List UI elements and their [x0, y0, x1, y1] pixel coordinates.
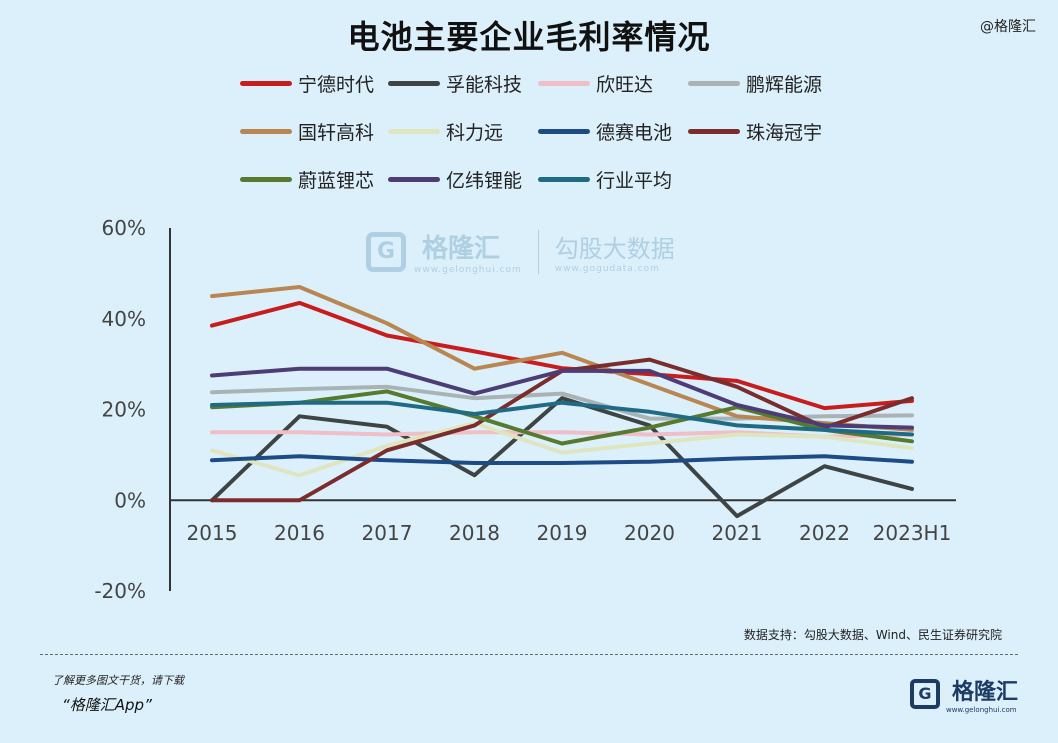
- data-source: 数据支持：勾股大数据、Wind、民生证券研究院: [743, 628, 1002, 642]
- legend-item: 宁德时代: [240, 70, 374, 97]
- series-line: [210, 400, 914, 437]
- footer-divider: [40, 654, 1018, 655]
- legend-label: 德赛电池: [596, 122, 673, 144]
- footer-download-hint: 了解更多图文干货，请下载: [52, 674, 184, 687]
- series-line: [210, 366, 914, 430]
- x-tick-label: 2023H1: [873, 521, 952, 545]
- watermark-divider: [537, 229, 539, 274]
- legend-label: 科力远: [446, 122, 504, 144]
- legend-swatch: [538, 129, 590, 134]
- legend-label: 宁德时代: [298, 74, 375, 96]
- y-tick-label: 0%: [114, 488, 146, 512]
- legend-swatch: [538, 81, 590, 86]
- legend-item: 亿纬锂能: [388, 166, 522, 193]
- series-line: [210, 389, 914, 446]
- legend-label: 珠海冠宇: [746, 122, 823, 144]
- watermark-brand2: 勾股大数据: [554, 235, 675, 263]
- x-tick-label: 2015: [187, 521, 238, 545]
- x-tick-label: 2022: [799, 521, 850, 545]
- x-tick-label: 2021: [712, 521, 763, 545]
- footer-logo-url: www.gelonghui.com: [945, 706, 1017, 714]
- top-watermark: @格隆汇: [980, 19, 1036, 35]
- legend-swatch: [688, 81, 740, 86]
- watermark-logo-icon: G: [366, 231, 406, 272]
- y-tick-label: 60%: [102, 216, 146, 240]
- x-tick-label: 2017: [362, 521, 413, 545]
- series-line: [210, 300, 914, 411]
- y-tick-label: 40%: [102, 307, 146, 331]
- legend-swatch: [538, 177, 590, 182]
- legend-item: 孚能科技: [388, 70, 522, 97]
- legend-item: 鹏辉能源: [688, 70, 822, 97]
- x-tick-label: 2016: [274, 521, 325, 545]
- series-line: [210, 454, 914, 465]
- y-tick-label: 20%: [102, 398, 146, 422]
- chart-title: 电池主要企业毛利率情况: [347, 18, 711, 56]
- legend-label: 孚能科技: [446, 74, 523, 96]
- footer-logo: G 格隆汇 www.gelonghui.com: [909, 674, 1018, 714]
- watermark-brand1: 格隆汇: [422, 234, 501, 264]
- series-line: [210, 396, 914, 519]
- legend-label: 行业平均: [596, 170, 673, 192]
- legend-item: 欣旺达: [538, 70, 653, 97]
- footer-logo-text: 格隆汇: [951, 680, 1018, 705]
- legend-label: 亿纬锂能: [446, 170, 523, 192]
- series-line: [210, 421, 914, 478]
- legend-swatch: [388, 129, 440, 134]
- watermark-brand1-url: www.gelonghui.com: [414, 265, 522, 275]
- watermark: G 格隆汇 www.gelonghui.com 勾股大数据 www.goguda…: [366, 228, 675, 275]
- watermark-brand2-url: www.gogudata.com: [554, 264, 660, 274]
- legend-item: 珠海冠宇: [688, 118, 822, 145]
- x-tick-label: 2019: [537, 521, 588, 545]
- legend-swatch: [240, 81, 292, 86]
- legend-swatch: [240, 177, 292, 182]
- x-tick-label: 2020: [624, 521, 675, 545]
- x-tick-label: 2018: [449, 521, 500, 545]
- legend-swatch: [388, 177, 440, 182]
- legend-swatch: [240, 129, 292, 134]
- legend-label: 欣旺达: [596, 74, 654, 96]
- legend-label: 国轩高科: [298, 122, 375, 144]
- footer-logo-icon: G: [909, 679, 940, 709]
- legend-swatch: [688, 129, 740, 134]
- legend-item: 蔚蓝锂芯: [240, 166, 374, 193]
- legend-item: 行业平均: [538, 166, 672, 193]
- footer-app-name: “格隆汇App”: [62, 696, 152, 714]
- legend-item: 国轩高科: [240, 118, 374, 145]
- legend-item: 科力远: [388, 118, 503, 145]
- legend-swatch: [388, 81, 440, 86]
- y-tick-label: -20%: [94, 579, 146, 603]
- legend-label: 鹏辉能源: [746, 74, 823, 96]
- legend-label: 蔚蓝锂芯: [298, 170, 375, 192]
- legend-item: 德赛电池: [538, 118, 672, 145]
